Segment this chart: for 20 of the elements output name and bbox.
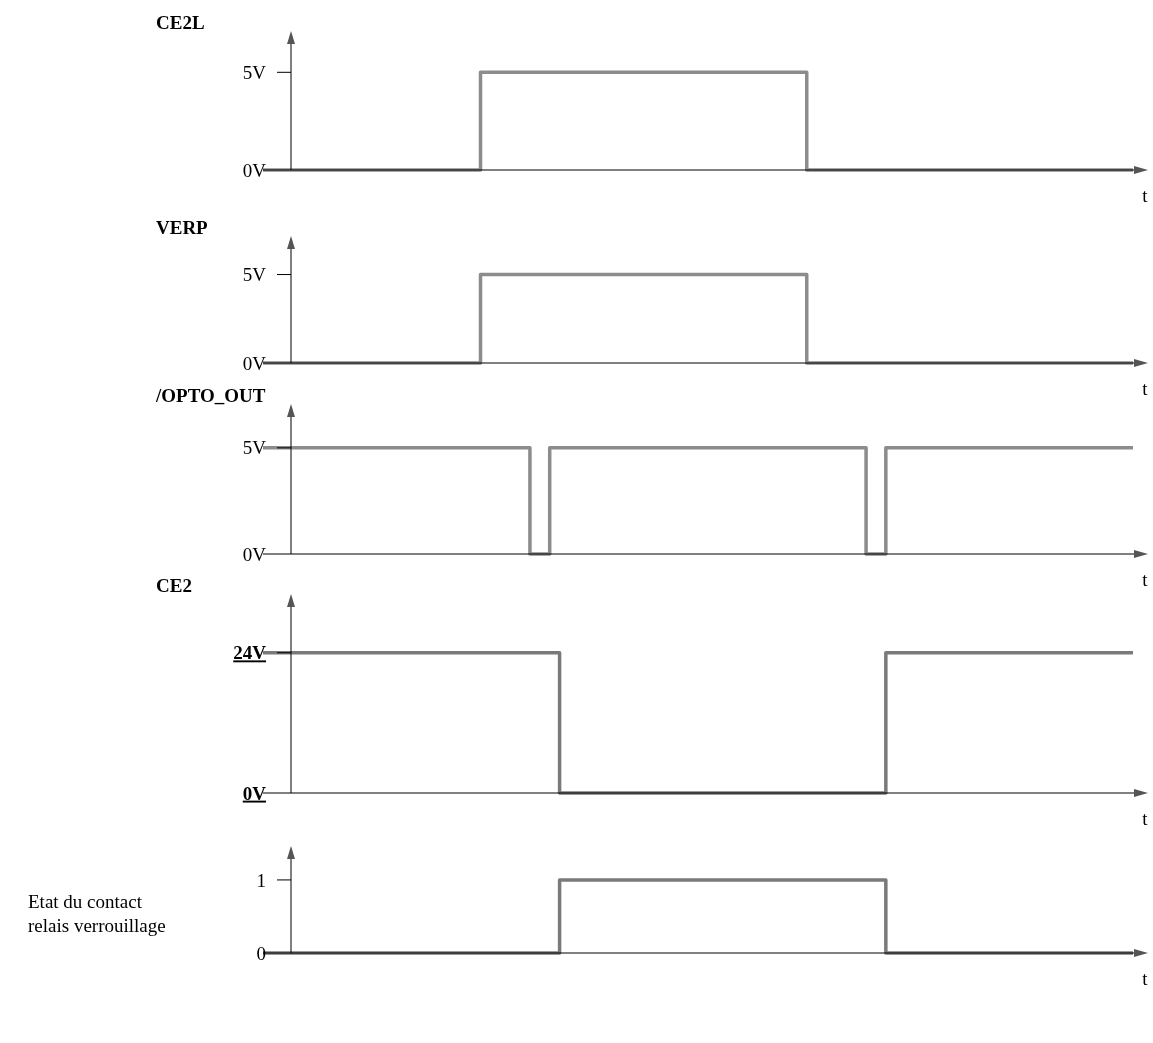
y-tick-label: 0V bbox=[242, 352, 267, 374]
y-tick-label: 0 bbox=[256, 942, 266, 964]
y-tick-label: 24V bbox=[233, 642, 267, 664]
y-axis-title: Etat du contact relais verrouillage bbox=[28, 891, 166, 936]
y-tick-label: 0V bbox=[242, 543, 267, 565]
x-axis-title: t bbox=[1142, 569, 1149, 590]
x-axis-title: t bbox=[1142, 185, 1149, 206]
chart-title: VERP bbox=[156, 217, 209, 238]
y-tick-label: 1 bbox=[256, 869, 266, 891]
x-axis-title: t bbox=[1142, 808, 1149, 829]
y-tick-label: 5V bbox=[242, 264, 267, 286]
x-axis-title: t bbox=[1142, 378, 1149, 399]
y-tick-label: 5V bbox=[242, 437, 267, 459]
y-tick-label: 0V bbox=[242, 782, 267, 804]
chart-title: CE2 bbox=[156, 575, 192, 596]
chart-title: /OPTO_OUT bbox=[155, 385, 266, 406]
x-axis-title: t bbox=[1142, 968, 1149, 989]
y-tick-label: 0V bbox=[242, 159, 267, 181]
y-tick-label: 5V bbox=[242, 61, 267, 83]
chart-title: CE2L bbox=[156, 12, 205, 33]
